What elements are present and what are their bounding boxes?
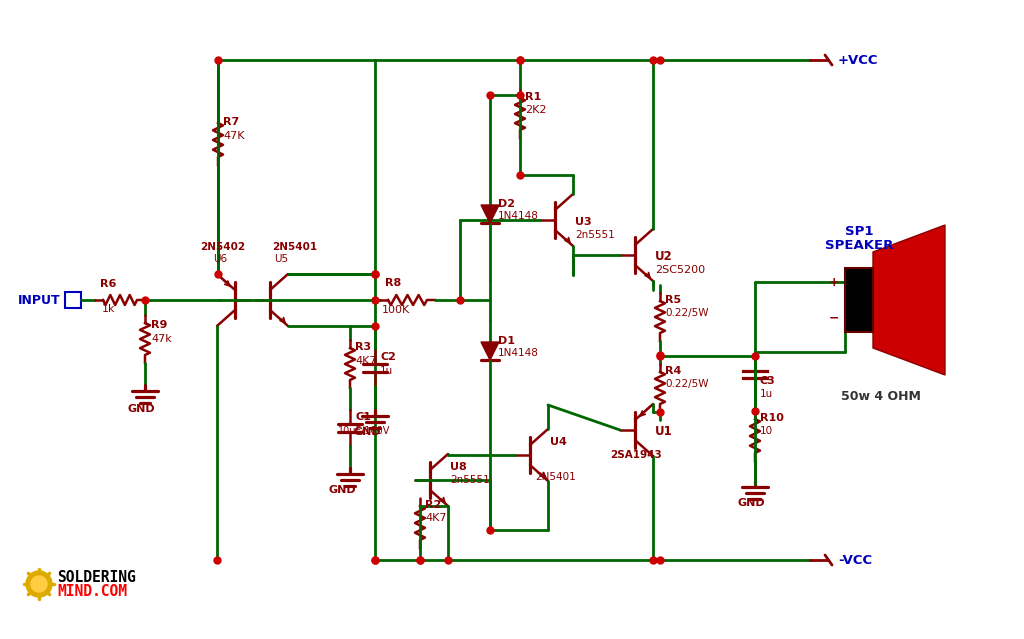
Text: R1: R1: [525, 92, 542, 102]
Text: U5: U5: [274, 254, 288, 264]
Text: U1: U1: [655, 425, 673, 438]
Text: 1u: 1u: [380, 366, 393, 376]
Text: 0.22/5W: 0.22/5W: [665, 379, 709, 389]
Text: −: −: [850, 316, 859, 326]
Text: R10: R10: [760, 413, 784, 423]
Text: R6: R6: [100, 279, 117, 289]
Text: INPUT: INPUT: [18, 293, 60, 307]
Text: GND: GND: [353, 427, 381, 437]
Text: R7: R7: [223, 117, 240, 127]
Text: SOLDERING: SOLDERING: [57, 571, 136, 585]
Text: SP1: SP1: [845, 225, 873, 238]
Text: R5: R5: [665, 295, 681, 305]
Text: C3: C3: [760, 376, 776, 386]
Text: 2K2: 2K2: [525, 105, 547, 115]
Circle shape: [31, 576, 47, 592]
Text: 2N5401: 2N5401: [272, 242, 317, 252]
Text: 1N4148: 1N4148: [498, 348, 539, 358]
Text: R8: R8: [385, 278, 401, 288]
Text: 4K7: 4K7: [425, 513, 446, 523]
Text: R3: R3: [355, 342, 371, 352]
Text: GND: GND: [737, 498, 765, 508]
Text: D2: D2: [498, 199, 515, 209]
Text: U4: U4: [550, 437, 567, 447]
Text: MIND.COM: MIND.COM: [57, 585, 127, 599]
Text: 0.22/5W: 0.22/5W: [665, 308, 709, 318]
Text: 2n5551: 2n5551: [575, 230, 614, 240]
Text: U3: U3: [575, 217, 592, 227]
Text: +: +: [829, 275, 840, 288]
Text: SPEAKER: SPEAKER: [824, 239, 893, 252]
Text: C1: C1: [355, 412, 371, 422]
Text: R4: R4: [665, 366, 681, 376]
Polygon shape: [481, 205, 499, 223]
Text: 1k: 1k: [102, 304, 116, 314]
Bar: [845, 268, 873, 332]
Text: 1u: 1u: [760, 389, 773, 399]
Text: U6: U6: [213, 254, 227, 264]
Text: 2N5402: 2N5402: [200, 242, 245, 252]
Text: C2: C2: [380, 352, 396, 362]
Text: GND: GND: [127, 404, 155, 414]
Text: 47K: 47K: [223, 131, 245, 141]
Text: 2SC5200: 2SC5200: [655, 265, 706, 275]
Text: 2SA1943: 2SA1943: [610, 450, 662, 460]
FancyBboxPatch shape: [65, 292, 81, 308]
Text: 2N5401: 2N5401: [535, 472, 575, 482]
Text: 10: 10: [760, 426, 773, 436]
Text: D1: D1: [498, 336, 515, 346]
Text: GND: GND: [328, 485, 355, 495]
Text: R2: R2: [425, 500, 441, 510]
Polygon shape: [873, 225, 945, 375]
Text: U8: U8: [450, 462, 467, 472]
Text: 47k: 47k: [151, 334, 172, 344]
Text: +: +: [850, 280, 859, 290]
Text: U2: U2: [655, 250, 673, 263]
Text: +VCC: +VCC: [838, 54, 879, 66]
Text: 50w 4 OHM: 50w 4 OHM: [841, 390, 921, 403]
Text: 2n5551: 2n5551: [450, 475, 489, 485]
Circle shape: [26, 571, 52, 597]
Polygon shape: [481, 342, 499, 360]
Text: -VCC: -VCC: [838, 553, 872, 567]
Text: −: −: [829, 311, 840, 325]
Text: 10uF/100V: 10uF/100V: [338, 426, 390, 436]
Text: R9: R9: [151, 320, 167, 330]
Text: 4K7: 4K7: [355, 356, 377, 366]
Text: 100K: 100K: [382, 305, 411, 315]
Text: 1N4148: 1N4148: [498, 211, 539, 221]
